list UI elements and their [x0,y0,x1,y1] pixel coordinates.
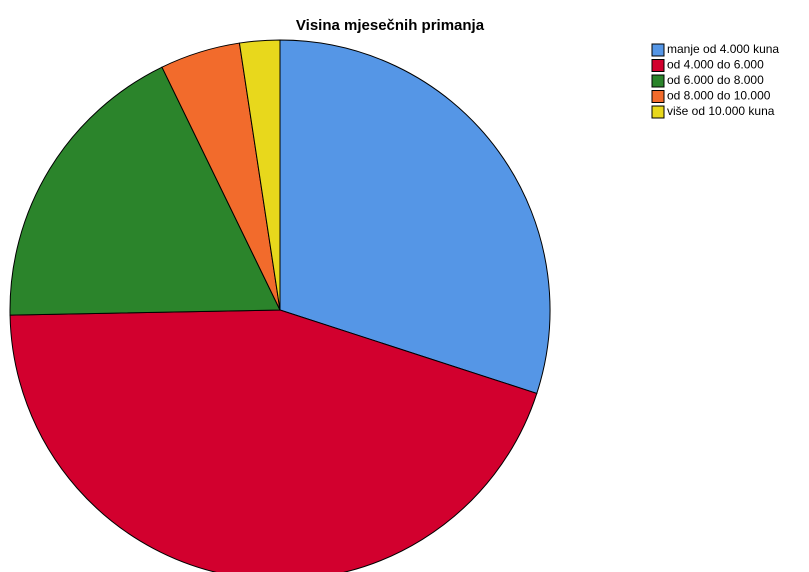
legend-swatch [651,74,665,88]
legend-label: manje od 4.000 kuna [667,42,779,56]
legend-swatch [651,59,665,72]
legend-swatch [651,90,665,103]
pie-slice [238,39,281,311]
legend-label: od 4.000 do 6.000 [667,58,764,72]
legend-swatch [651,105,665,119]
legend-label: od 6.000 do 8.000 [667,73,764,87]
pie-slice [9,66,281,316]
legend-label: više od 10.000 kuna [667,104,775,118]
pie-slice [279,39,551,395]
pie-slice [9,309,538,572]
legend-label: od 8.000 do 10.000 [667,89,771,103]
chart-title: Visina mjesečnih primanja [296,17,485,34]
legend-swatch [651,43,665,57]
